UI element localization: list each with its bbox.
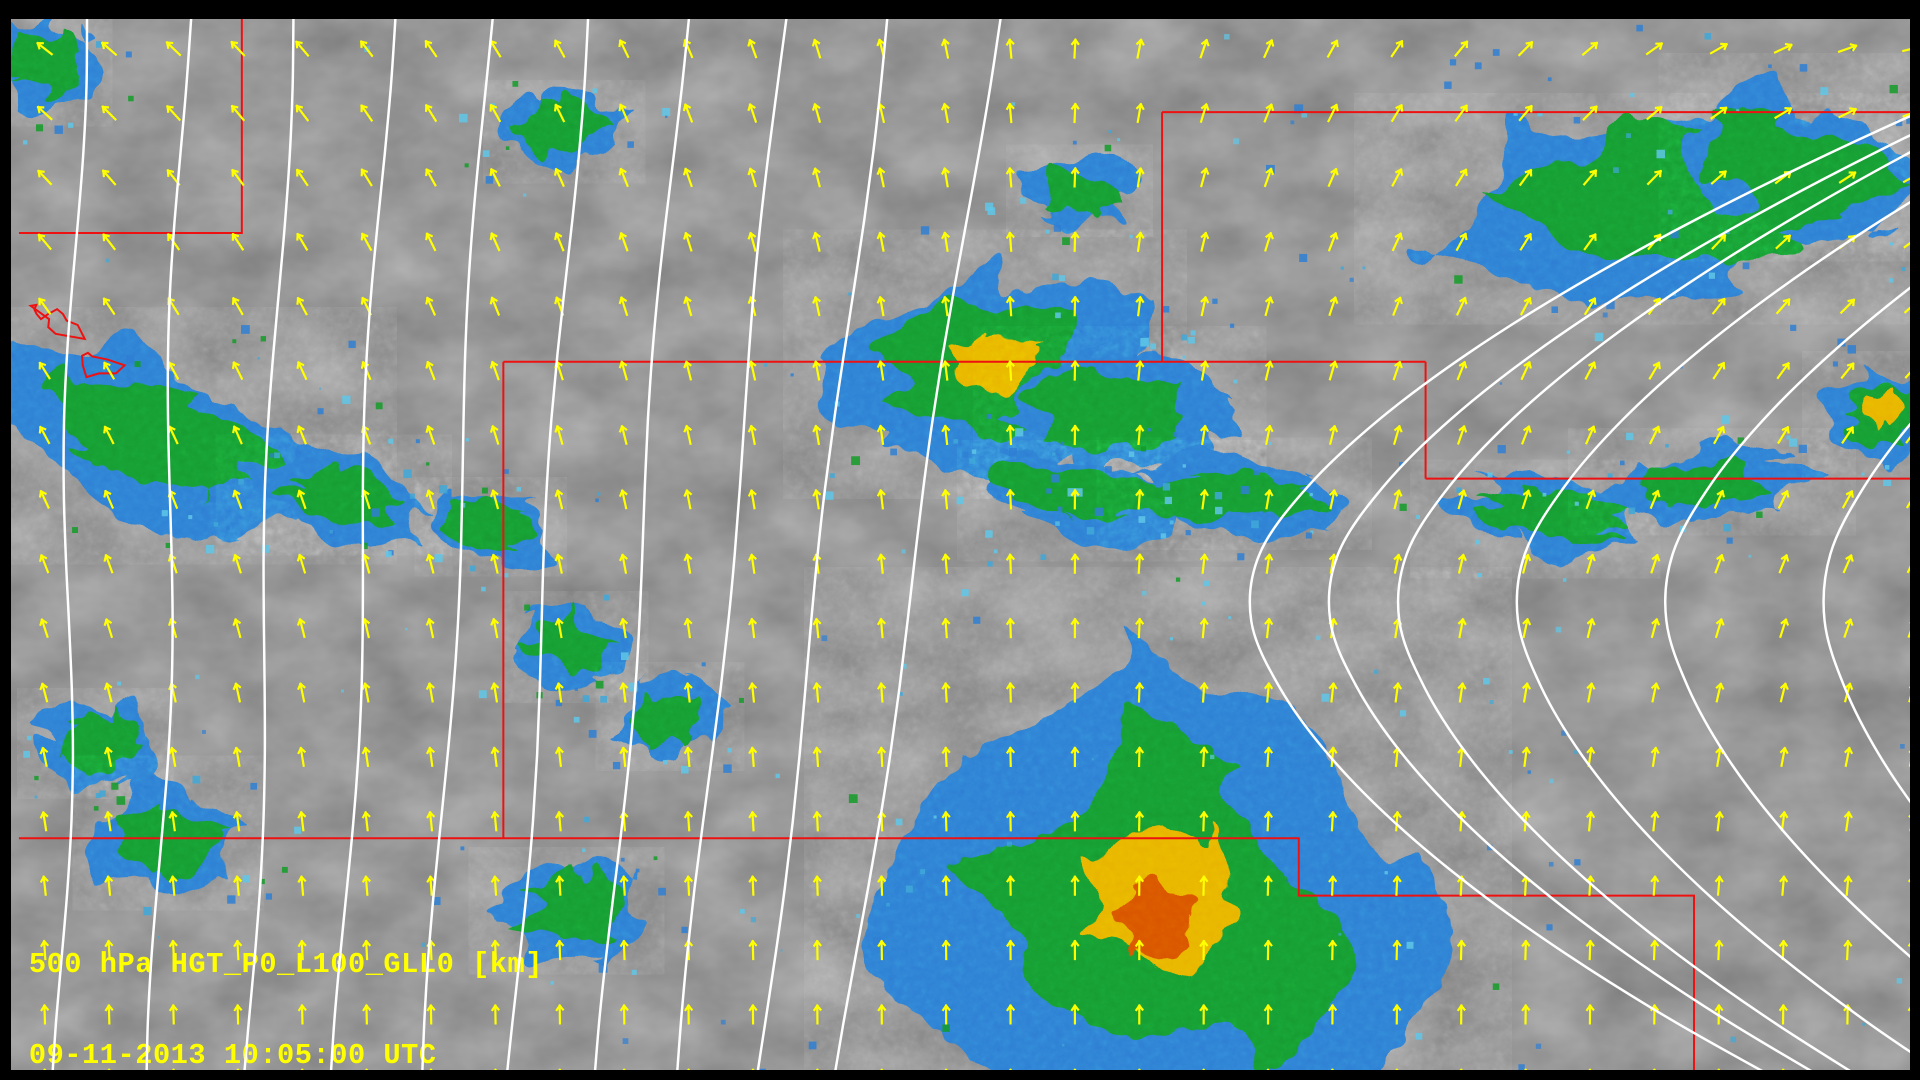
- svg-text:500 hPa HGT_P0_L100_GLL0 [km]: 500 hPa HGT_P0_L100_GLL0 [km]: [29, 948, 543, 981]
- svg-text:09-11-2013 10:05:00 UTC: 09-11-2013 10:05:00 UTC: [29, 1039, 437, 1070]
